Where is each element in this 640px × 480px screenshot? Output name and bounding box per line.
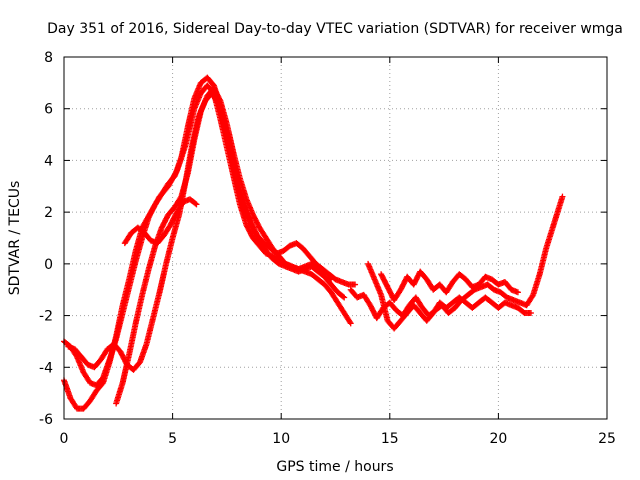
series-track-e — [121, 196, 200, 247]
data-point-fill — [346, 319, 353, 326]
y-tick-label: 8 — [44, 50, 53, 66]
y-tick-label: 4 — [44, 153, 53, 169]
data-point — [514, 289, 521, 296]
data-point-fill — [192, 200, 199, 207]
x-axis-label: GPS time / hours — [276, 459, 393, 475]
y-tick-label: 6 — [44, 102, 53, 118]
data-point — [527, 309, 534, 316]
data-point — [341, 294, 348, 301]
y-tick-label: 2 — [44, 205, 53, 221]
data-point — [347, 320, 354, 327]
series-track-h — [378, 268, 521, 304]
chart-title: Day 351 of 2016, Sidereal Day-to-day VTE… — [47, 21, 623, 37]
x-tick-label: 20 — [489, 431, 507, 447]
x-tick-label: 0 — [60, 431, 69, 447]
data-point-fill — [216, 96, 223, 103]
x-tick-label: 15 — [381, 431, 399, 447]
y-tick-label: 0 — [44, 257, 53, 273]
grid-layer — [64, 57, 607, 419]
data-point-fill — [340, 293, 347, 300]
plot-frame — [63, 56, 608, 420]
x-tick-label: 5 — [168, 431, 177, 447]
axis-layer: 0 5 10 15 20 25 -6 -4 -2 0 2 4 6 8 — [39, 50, 616, 447]
series-track-c — [65, 90, 359, 373]
y-tick-label: -4 — [39, 360, 53, 376]
x-tick-label: 10 — [272, 431, 290, 447]
data-point — [559, 193, 566, 200]
data-point — [352, 281, 359, 288]
data-point-fill — [177, 194, 184, 201]
x-tick-label: 25 — [598, 431, 616, 447]
data-layer — [61, 74, 566, 412]
series-track-d — [113, 85, 348, 407]
series-track-g — [365, 260, 534, 332]
data-point-fill — [529, 293, 536, 300]
y-axis-label: SDTVAR / TECUs — [7, 181, 23, 296]
y-tick-label: -6 — [39, 412, 53, 428]
data-point — [193, 201, 200, 208]
y-tick-label: -2 — [39, 309, 53, 325]
series-track-a — [61, 82, 354, 412]
